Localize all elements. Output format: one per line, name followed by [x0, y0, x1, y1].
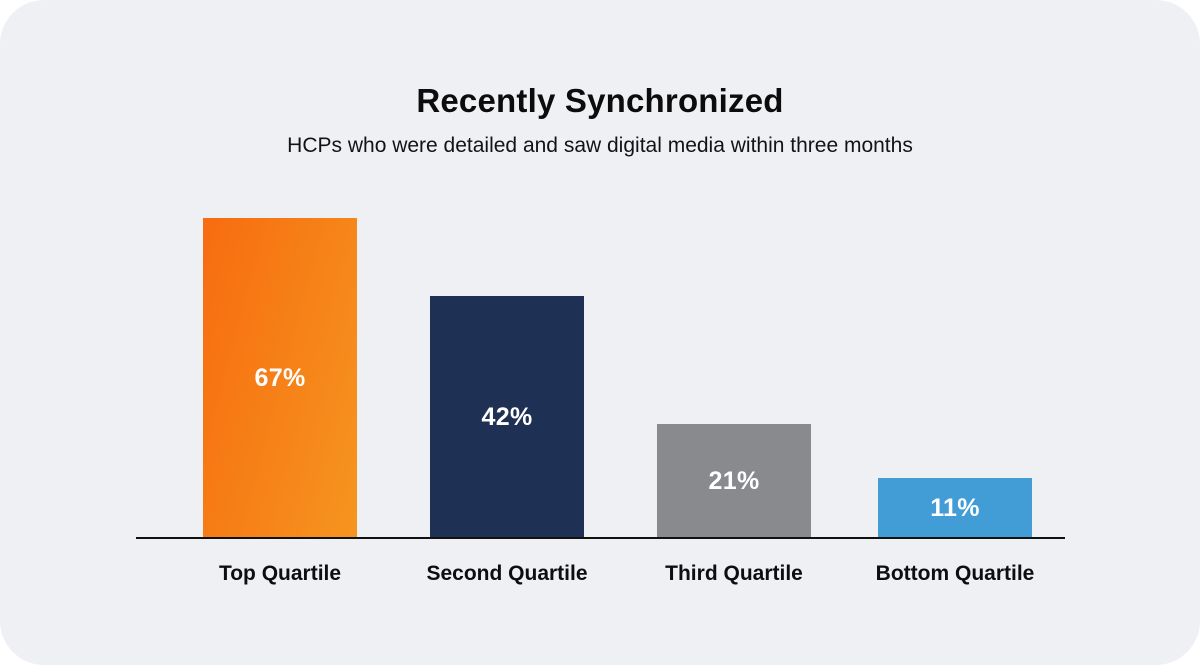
bar-top-quartile: 67% [203, 218, 357, 538]
bar-value-label: 21% [708, 466, 760, 495]
bar-value-label: 67% [254, 363, 306, 392]
bar-value-label: 42% [481, 402, 533, 431]
bar-value-label: 11% [930, 493, 980, 522]
bar-third-quartile: 21% [657, 424, 811, 538]
chart-title: Recently Synchronized [416, 82, 784, 119]
x-axis-line [136, 537, 1065, 539]
category-label-top-quartile: Top Quartile [218, 562, 342, 585]
category-label-third-quartile: Third Quartile [665, 562, 803, 585]
category-label-second-quartile: Second Quartile [426, 562, 588, 585]
chart-subtitle: HCPs who were detailed and saw digital m… [287, 134, 913, 157]
bar-second-quartile: 42% [430, 296, 584, 538]
category-label-bottom-quartile: Bottom Quartile [875, 562, 1035, 585]
bar-bottom-quartile: 11% [878, 478, 1032, 538]
